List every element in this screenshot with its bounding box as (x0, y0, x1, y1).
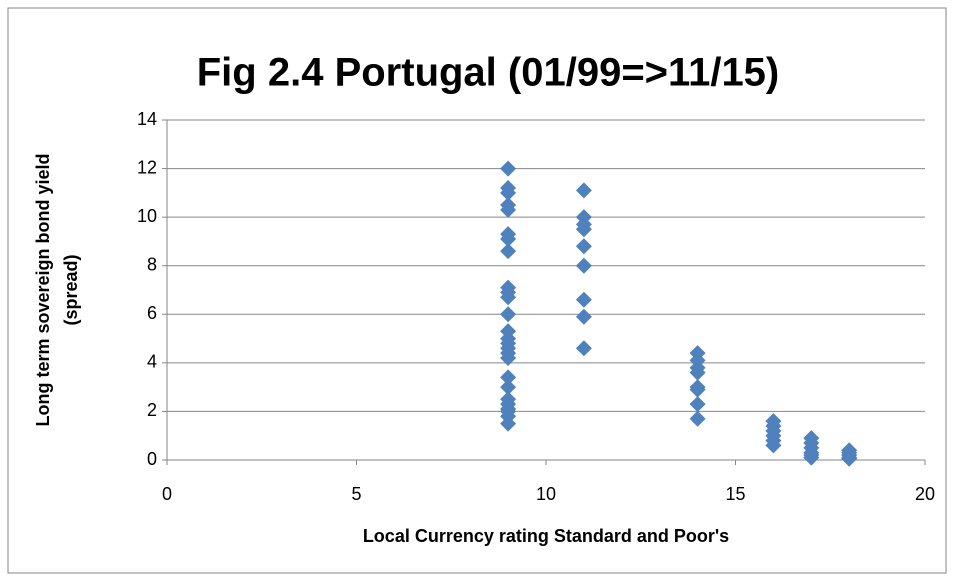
y-tick-label: 0 (147, 449, 157, 469)
scatter-point (575, 291, 592, 308)
scatter-point (500, 350, 517, 366)
y-tick-label: 4 (147, 352, 157, 372)
scatter-point (689, 381, 706, 398)
scatter-point (500, 160, 517, 177)
scatter-point (500, 306, 517, 323)
y-tick-label: 2 (147, 400, 157, 420)
chart-title: Fig 2.4 Portugal (01/99=>11/15) (197, 51, 780, 95)
scatter-point (575, 221, 592, 238)
scatter-point (500, 379, 517, 396)
scatter-point (500, 289, 517, 306)
scatter-point (765, 437, 782, 454)
y-axis-label: Long term sovereign bond yield (spread) (33, 153, 81, 426)
y-tick-label: 8 (147, 254, 157, 274)
scatter-point (841, 450, 858, 467)
scatter-point (689, 364, 706, 381)
y-axis-label-line: Long term sovereign bond yield (33, 153, 53, 426)
x-tick-label: 0 (162, 484, 172, 504)
y-tick-label: 6 (147, 303, 157, 323)
x-axis-label: Local Currency rating Standard and Poor'… (363, 526, 729, 546)
x-tick-label: 20 (915, 484, 935, 504)
scatter-point (500, 243, 517, 260)
scatter-point (689, 410, 706, 427)
scatter-point (575, 257, 592, 274)
scatter-point (500, 231, 517, 247)
scatter-point (500, 369, 517, 386)
chart-frame (7, 7, 947, 574)
scatter-point (575, 238, 592, 255)
scatter-point (575, 182, 592, 199)
x-tick-label: 10 (536, 484, 556, 504)
scatter-point (575, 340, 592, 357)
scatter-point (500, 415, 517, 432)
x-tick-label: 15 (725, 484, 745, 504)
scatter-point (500, 184, 517, 201)
scatter-point (689, 396, 706, 413)
y-tick-label: 10 (137, 206, 157, 226)
scatter-point (803, 449, 820, 466)
y-tick-label: 14 (137, 109, 157, 129)
y-tick-label: 12 (137, 157, 157, 177)
y-axis-label-line: (spread) (61, 254, 81, 325)
scatter-point (500, 201, 517, 218)
scatter-point (575, 308, 592, 325)
x-tick-label: 5 (351, 484, 361, 504)
